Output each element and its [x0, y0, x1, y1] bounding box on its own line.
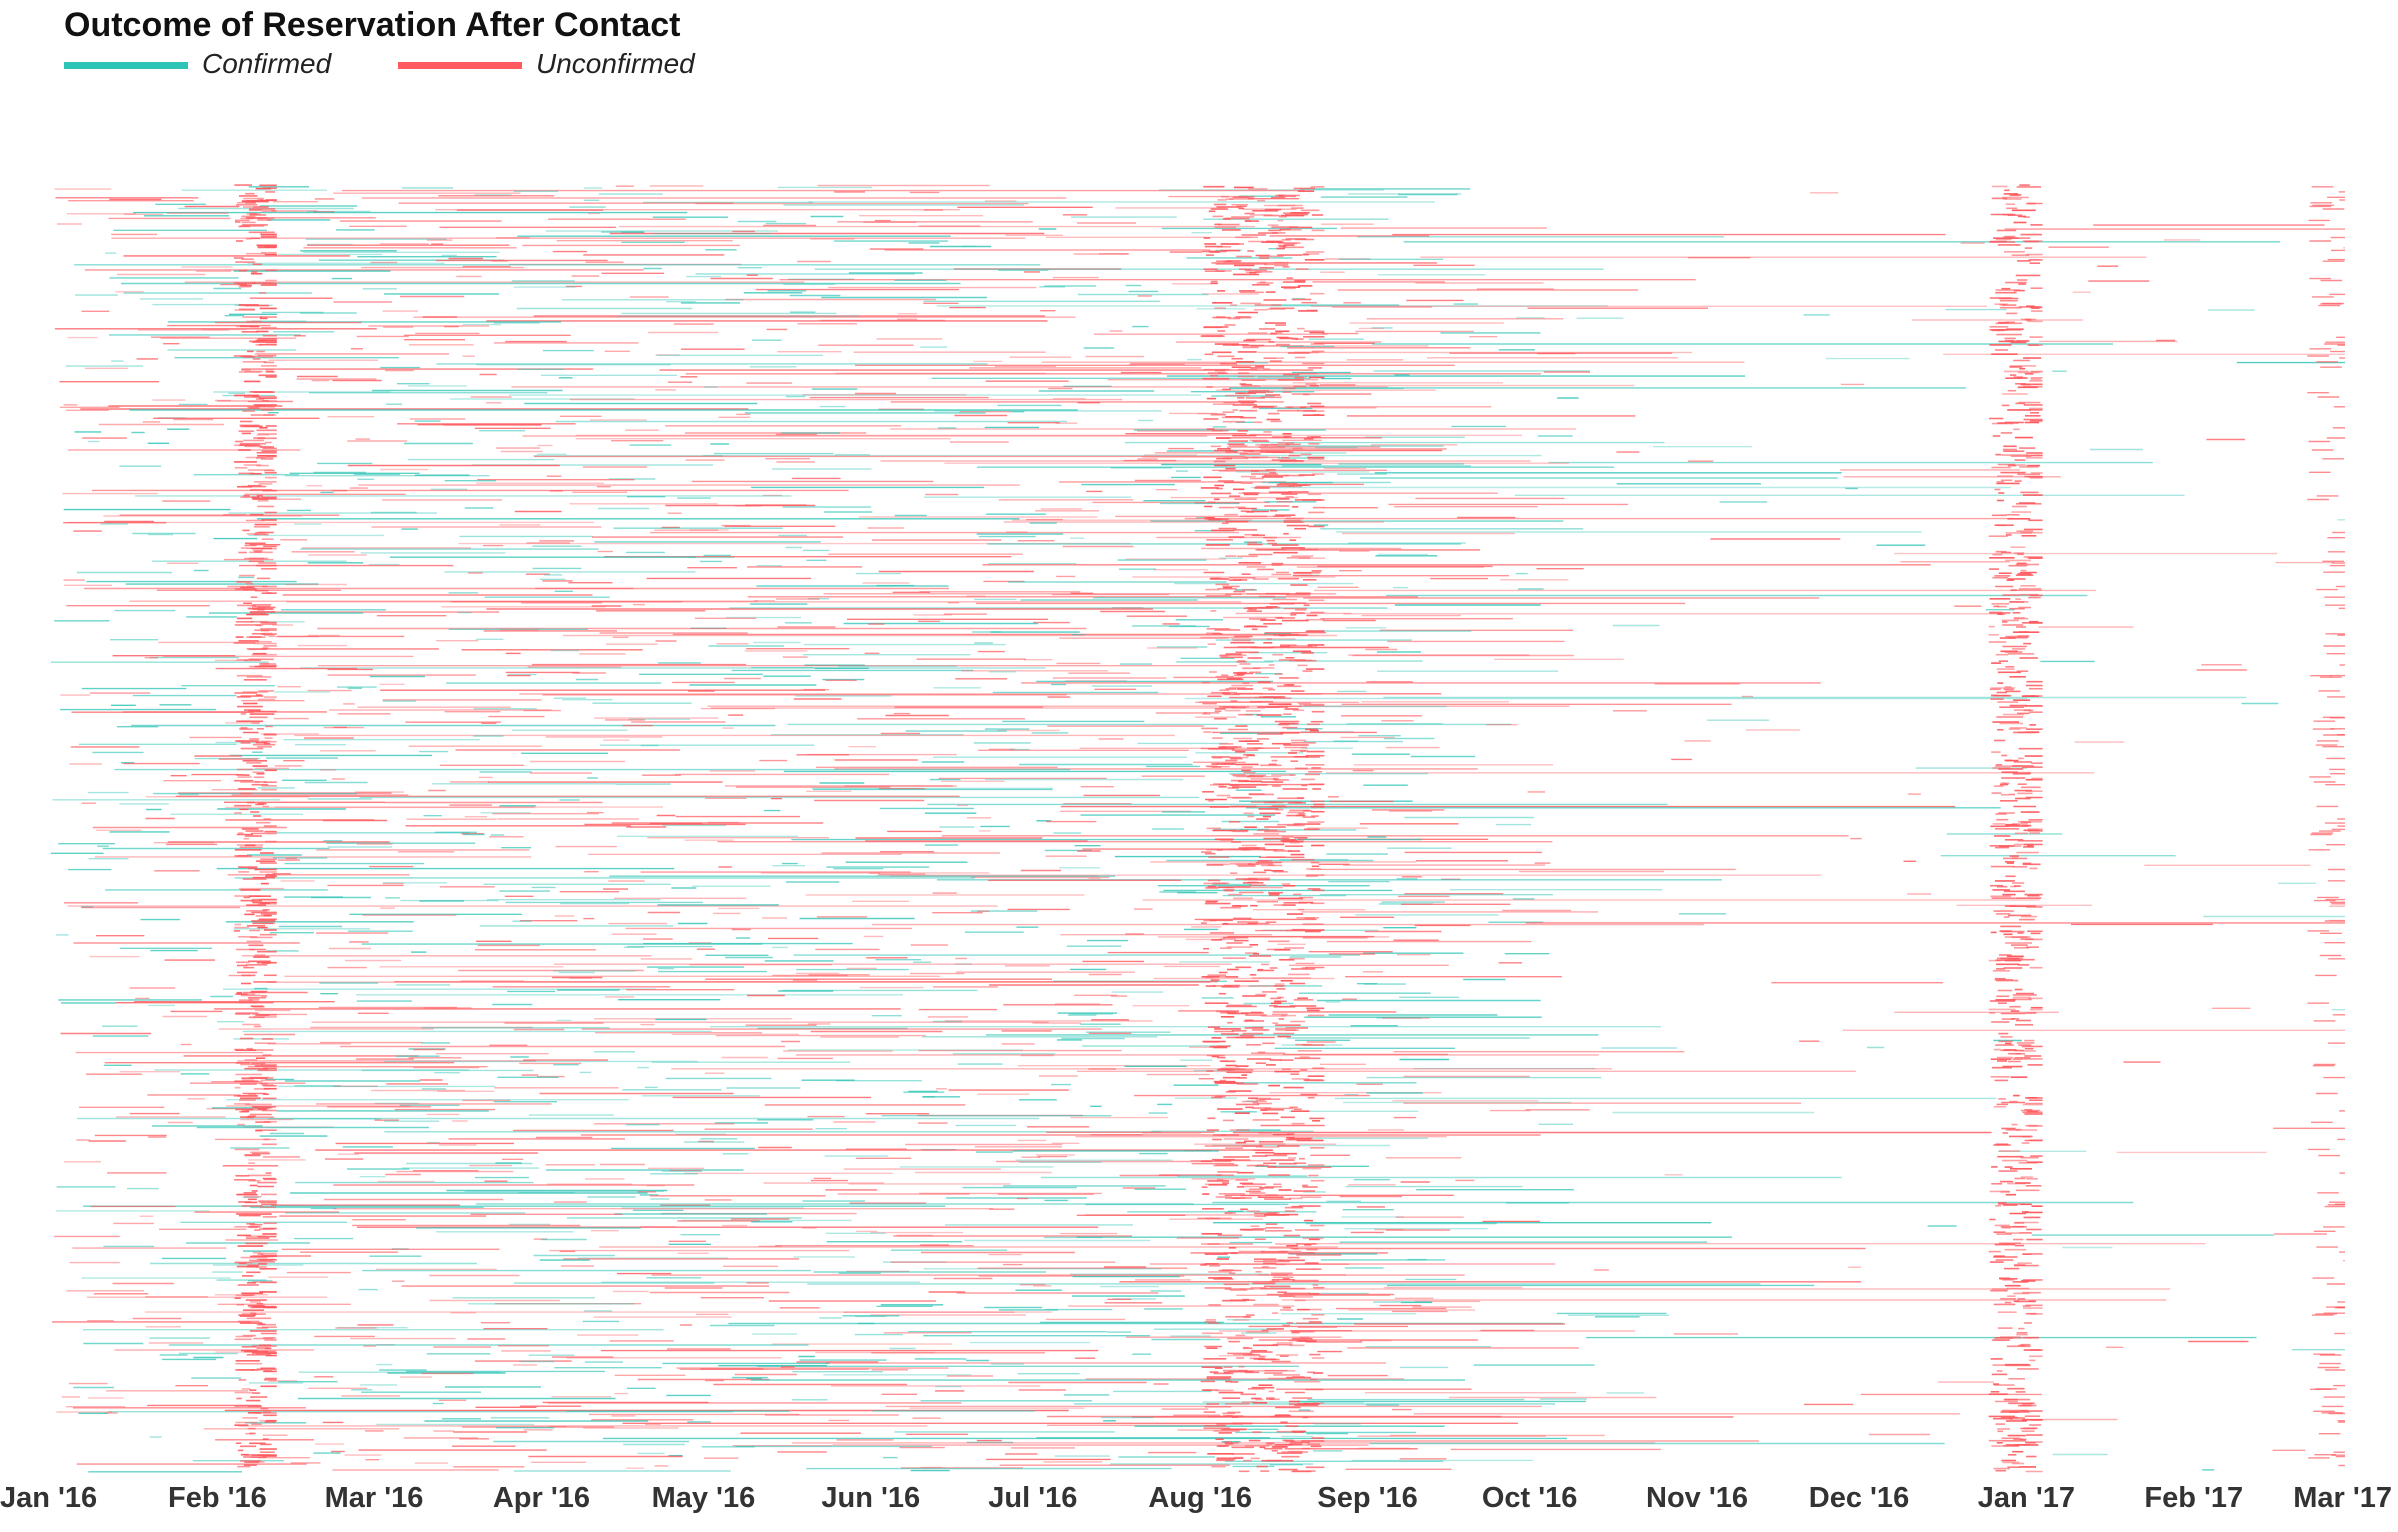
legend-label-unconfirmed: Unconfirmed	[536, 48, 695, 79]
legend-swatch-unconfirmed	[398, 62, 522, 69]
legend-label-confirmed: Confirmed	[202, 48, 332, 79]
legend-item-confirmed: Confirmed	[64, 48, 384, 82]
legend-swatch-confirmed	[64, 62, 188, 69]
legend-item-unconfirmed: Unconfirmed	[398, 48, 758, 82]
timeline-marks	[50, 184, 2345, 1473]
chart-title: Outcome of Reservation After Contact	[64, 6, 681, 44]
